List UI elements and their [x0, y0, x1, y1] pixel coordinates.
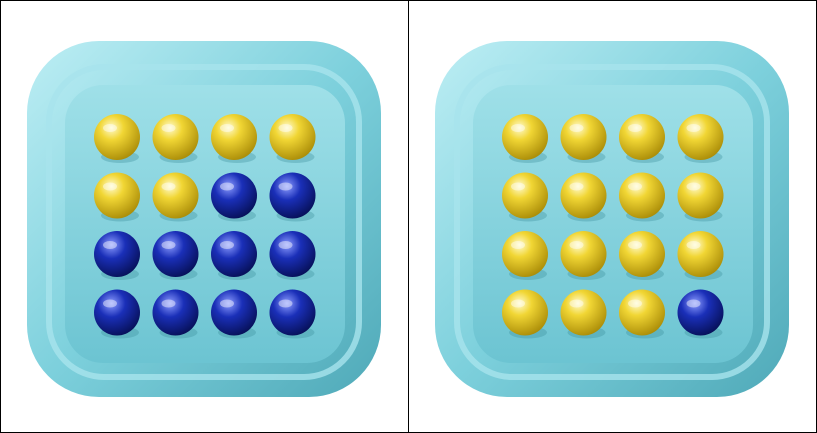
- ball-highlight: [278, 299, 293, 308]
- tray-rim-lip: [46, 64, 362, 380]
- blue-ball: [269, 231, 316, 277]
- yellow-ball: [677, 172, 724, 219]
- blue-ball: [211, 172, 257, 219]
- tray-basin: [65, 85, 345, 363]
- tray-basin: [473, 85, 753, 363]
- ball-highlight: [161, 241, 176, 249]
- ball-highlight: [103, 182, 117, 191]
- panel-divider: [408, 1, 409, 432]
- yellow-ball: [619, 231, 665, 277]
- ball-highlight: [278, 124, 293, 132]
- yellow-ball: [502, 172, 548, 219]
- yellow-ball: [560, 289, 607, 336]
- ball-highlight: [569, 241, 584, 249]
- yellow-ball: [94, 172, 140, 219]
- ball-highlight: [686, 241, 701, 249]
- yellow-ball: [619, 114, 665, 160]
- tray-rim-lip: [454, 64, 770, 380]
- blue-ball: [269, 289, 316, 336]
- ball-highlight: [628, 299, 642, 308]
- yellow-ball: [619, 289, 665, 336]
- ball-highlight: [569, 124, 584, 132]
- yellow-ball: [560, 114, 607, 160]
- ball-highlight: [686, 182, 701, 191]
- yellow-ball: [677, 114, 724, 160]
- right-panel: [409, 1, 816, 432]
- ball-highlight: [628, 241, 642, 249]
- left-tray: [27, 41, 381, 397]
- yellow-ball: [152, 114, 199, 160]
- yellow-ball: [94, 114, 140, 160]
- ball-highlight: [511, 299, 525, 308]
- ball-highlight: [161, 182, 176, 191]
- yellow-ball: [502, 231, 548, 277]
- ball-highlight: [278, 241, 293, 249]
- yellow-ball: [560, 231, 607, 277]
- left-panel: [1, 1, 408, 432]
- ball-highlight: [686, 124, 701, 132]
- yellow-ball: [560, 172, 607, 219]
- blue-ball: [269, 172, 316, 219]
- ball-highlight: [686, 299, 701, 308]
- blue-ball: [677, 289, 724, 336]
- ball-highlight: [161, 124, 176, 132]
- ball-highlight: [161, 299, 176, 308]
- blue-ball: [94, 289, 140, 336]
- blue-ball: [152, 231, 199, 277]
- yellow-ball: [619, 172, 665, 219]
- ball-highlight: [103, 241, 117, 249]
- yellow-ball: [269, 114, 316, 160]
- yellow-ball: [152, 172, 199, 219]
- right-tray: [435, 41, 789, 397]
- ball-highlight: [220, 299, 234, 308]
- ball-highlight: [628, 182, 642, 191]
- ball-highlight: [569, 182, 584, 191]
- blue-ball: [94, 231, 140, 277]
- ball-highlight: [569, 299, 584, 308]
- ball-highlight: [511, 241, 525, 249]
- ball-highlight: [278, 182, 293, 191]
- yellow-ball: [211, 114, 257, 160]
- ball-highlight: [220, 124, 234, 132]
- ball-highlight: [103, 299, 117, 308]
- ball-highlight: [220, 182, 234, 191]
- ball-highlight: [103, 124, 117, 132]
- yellow-ball: [677, 231, 724, 277]
- blue-ball: [152, 289, 199, 336]
- ball-highlight: [628, 124, 642, 132]
- blue-ball: [211, 231, 257, 277]
- ball-highlight: [511, 182, 525, 191]
- yellow-ball: [502, 289, 548, 336]
- blue-ball: [211, 289, 257, 336]
- ball-highlight: [511, 124, 525, 132]
- yellow-ball: [502, 114, 548, 160]
- ball-highlight: [220, 241, 234, 249]
